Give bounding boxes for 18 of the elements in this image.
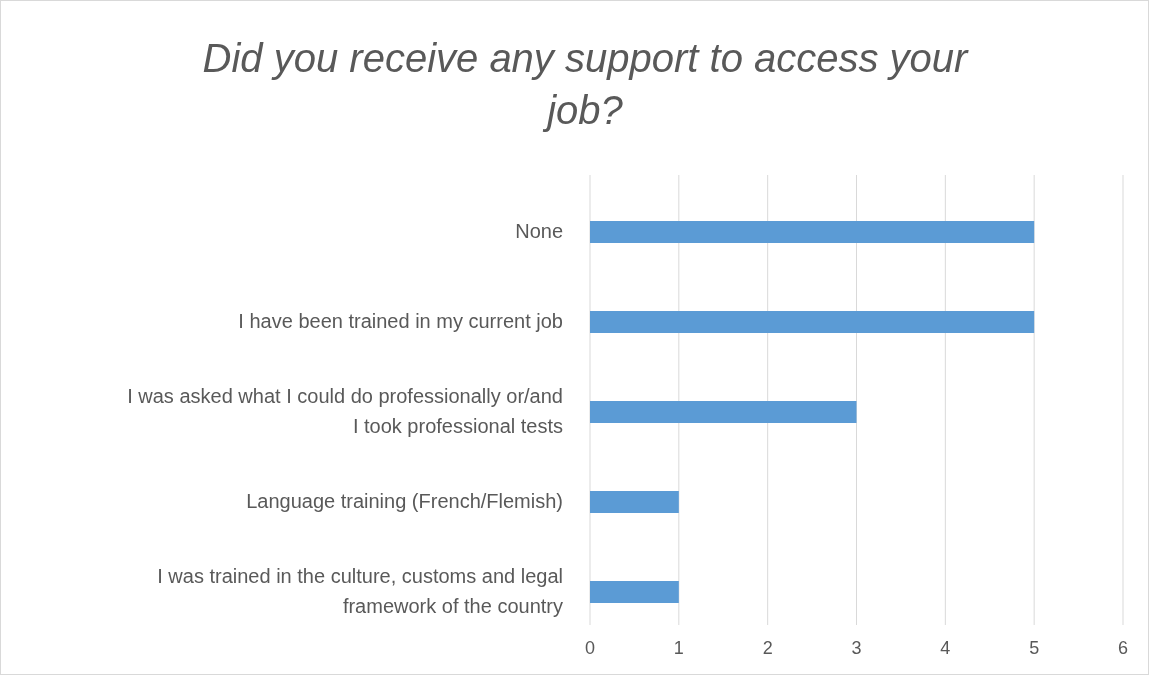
x-tick-label: 4 — [940, 638, 951, 658]
bar — [590, 581, 679, 603]
x-tick-label: 1 — [673, 638, 684, 658]
bar — [590, 401, 857, 423]
x-tick-label: 2 — [762, 638, 773, 658]
bar — [590, 311, 1035, 333]
bar — [590, 221, 1035, 243]
bar — [590, 491, 679, 513]
y-tick-label: I was trained in the culture, customs and legal framework of the country — [157, 565, 563, 617]
x-tick-label: 5 — [1029, 638, 1040, 658]
x-tick-label: 6 — [1117, 638, 1129, 658]
x-tick-label: 3 — [851, 638, 862, 658]
y-tick-label: Language training (French/Flemish) — [246, 490, 563, 512]
x-tick-label: 0 — [584, 638, 596, 658]
y-tick-label: I have been trained in my current job — [238, 310, 563, 332]
y-tick-label: I was asked what I could do professionally or/and I took professional tests — [127, 385, 563, 437]
chart-title: Did you receive any support to access your job? — [202, 36, 970, 132]
y-tick-label: None — [515, 220, 563, 242]
